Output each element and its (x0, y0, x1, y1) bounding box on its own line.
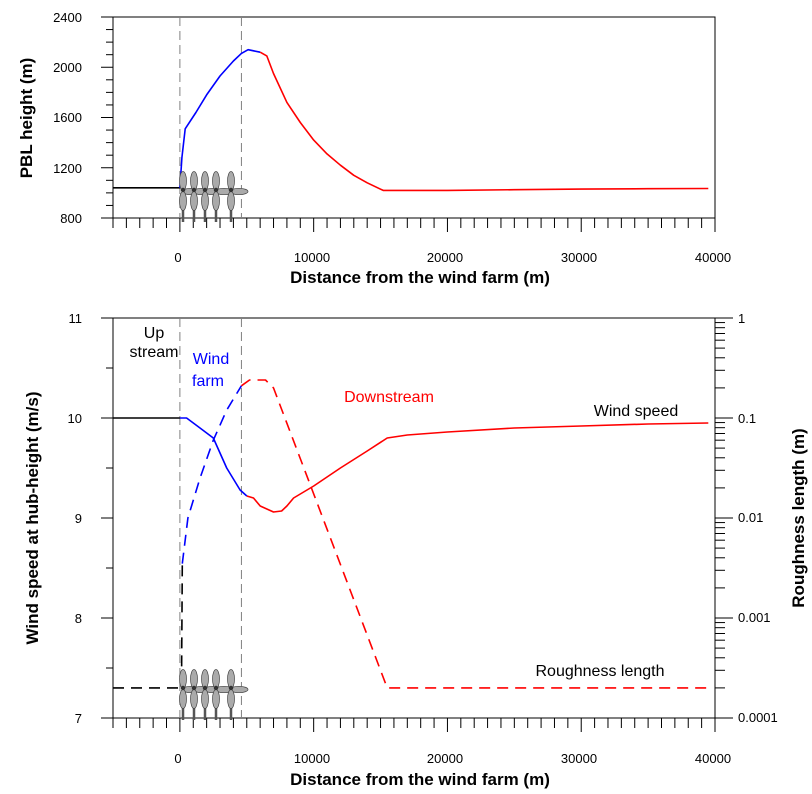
top-wind-farm-boundaries (179, 17, 242, 218)
bottom-y-tick-label: 10 (68, 411, 82, 426)
top-y-tick-label: 800 (60, 211, 82, 226)
roughness-curve-label: Roughness length (536, 663, 665, 680)
bottom-y-tick-label: 7 (75, 711, 82, 726)
bottom-y-tick-marks (101, 317, 113, 719)
wind-speed-wind-farm-line (179, 417, 248, 497)
wind-turbine-icon (226, 668, 250, 722)
wind-turbine-icon (226, 170, 250, 224)
bottom-x-tick-label: 0 (174, 751, 181, 766)
top-x-tick-label: 20000 (427, 250, 463, 265)
top-y-tick-label: 1600 (53, 110, 82, 125)
top-x-tick-label: 0 (174, 250, 181, 265)
top-x-tick-label: 10000 (294, 250, 330, 265)
bottom-y-tick-label: 11 (69, 311, 83, 326)
wind-speed-panel: 0 10000 20000 30000 40000 7 8 9 10 11 0.… (23, 311, 808, 789)
bottom-y-tick-label: 9 (75, 511, 82, 526)
roughness-tick-label: 0.0001 (738, 710, 778, 725)
roughness-wind-farm-line (181, 385, 243, 564)
bottom-x-tick-label: 10000 (294, 751, 330, 766)
top-y-axis-title: PBL height (m) (17, 58, 36, 179)
top-y-tick-label: 1200 (53, 161, 82, 176)
upstream-label-line1: Up (144, 325, 165, 342)
pbl-height-panel: 0 10000 20000 30000 40000 800 1200 1600 … (17, 10, 731, 287)
top-x-tick-label: 30000 (561, 250, 597, 265)
wind-farm-label-line1: Wind (193, 351, 229, 368)
roughness-tick-label: 0.1 (738, 411, 756, 426)
top-turbine-row (178, 170, 250, 224)
bottom-x-axis-title: Distance from the wind farm (m) (290, 770, 550, 789)
wind-farm-label-line2: farm (192, 373, 224, 390)
roughness-upstream-line (113, 563, 184, 689)
pbl-height-downstream-line (259, 51, 709, 192)
roughness-axis-tick-marks (715, 317, 733, 719)
top-x-tick-marks (112, 218, 716, 232)
upstream-label-line2: stream (130, 344, 179, 361)
roughness-tick-label: 0.001 (738, 610, 771, 625)
downstream-label: Downstream (344, 389, 434, 406)
top-y-tick-marks (101, 16, 113, 219)
bottom-y-axis-title: Wind speed at hub-height (m/s) (23, 392, 42, 645)
top-x-axis-title: Distance from the wind farm (m) (290, 268, 550, 287)
wind-speed-curve-label: Wind speed (594, 403, 679, 420)
pbl-height-wind-farm-line (179, 48, 261, 188)
top-series (113, 48, 709, 192)
bottom-x-tick-label: 20000 (427, 751, 463, 766)
bottom-y-tick-label: 8 (75, 611, 82, 626)
top-y-tick-label: 2000 (53, 60, 82, 75)
top-y-tick-label: 2400 (53, 10, 82, 25)
bottom-turbine-row (178, 668, 250, 722)
bottom-x-tick-marks (112, 718, 716, 732)
roughness-tick-label: 1 (738, 311, 745, 326)
bottom-x-tick-label: 30000 (561, 751, 597, 766)
top-x-tick-label: 40000 (695, 250, 731, 265)
roughness-tick-label: 0.01 (738, 510, 763, 525)
bottom-series (113, 379, 709, 689)
roughness-axis-title: Roughness length (m) (789, 428, 808, 607)
bottom-x-tick-label: 40000 (695, 751, 731, 766)
roughness-downstream-line (240, 379, 709, 689)
bottom-wind-farm-boundaries (179, 318, 242, 718)
wind-speed-downstream-line (246, 422, 709, 513)
